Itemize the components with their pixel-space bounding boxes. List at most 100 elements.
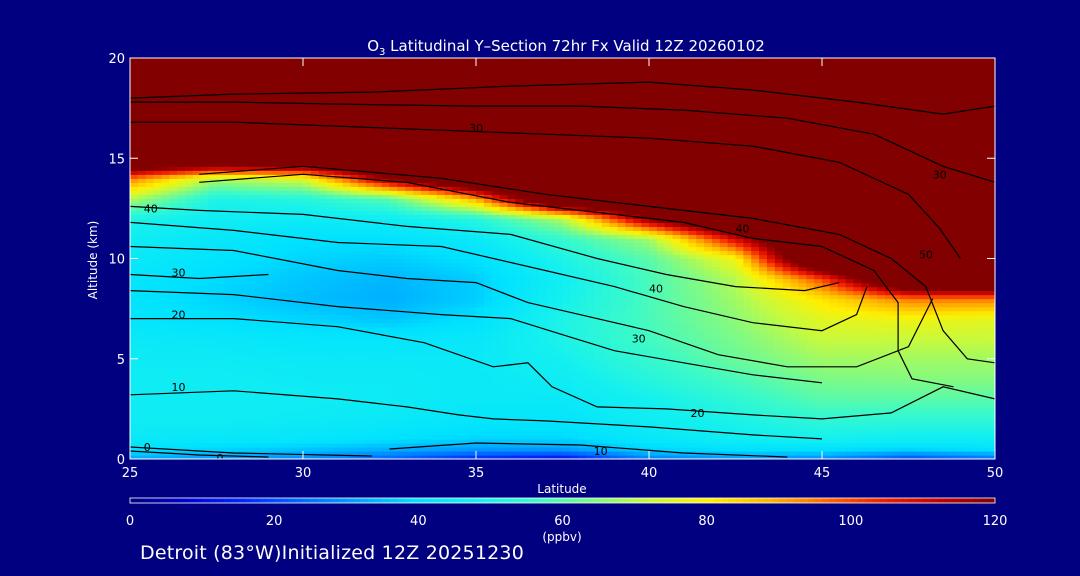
heatmap-cell	[240, 82, 249, 87]
heatmap-cell	[208, 122, 218, 127]
heatmap-cell	[334, 438, 343, 444]
heatmap-cell	[318, 282, 328, 288]
heatmap-cell	[295, 342, 304, 348]
heatmap-cell	[507, 266, 516, 272]
heatmap-cell	[476, 318, 485, 324]
heatmap-cell	[192, 182, 202, 187]
heatmap-cell	[397, 286, 406, 292]
heatmap-cell	[185, 382, 194, 388]
heatmap-cell	[499, 438, 509, 444]
heatmap-cell	[303, 266, 312, 272]
heatmap-cell	[130, 106, 139, 111]
heatmap-cell	[303, 70, 312, 75]
heatmap-cell	[405, 354, 414, 360]
heatmap-cell	[192, 146, 202, 151]
heatmap-cell	[255, 182, 265, 187]
heatmap-cell	[397, 298, 406, 304]
heatmap-cell	[452, 410, 461, 416]
heatmap-cell	[287, 446, 296, 452]
heatmap-cell	[177, 330, 186, 336]
heatmap-cell	[476, 370, 485, 376]
heatmap-cell	[161, 310, 170, 316]
heatmap-cell	[295, 246, 304, 252]
heatmap-cell	[405, 214, 414, 219]
heatmap-cell	[310, 186, 320, 191]
heatmap-cell	[342, 330, 351, 336]
heatmap-cell	[413, 278, 422, 284]
heatmap-cell	[224, 346, 233, 352]
heatmap-cell	[342, 86, 351, 91]
heatmap-cell	[185, 258, 194, 264]
heatmap-cell	[350, 206, 359, 211]
heatmap-cell	[255, 66, 265, 71]
heatmap-cell	[420, 70, 430, 75]
heatmap-cell	[240, 274, 249, 280]
heatmap-cell	[436, 234, 446, 240]
heatmap-cell	[177, 434, 186, 440]
heatmap-cell	[381, 370, 391, 376]
heatmap-cell	[247, 358, 257, 364]
heatmap-cell	[389, 450, 398, 456]
heatmap-cell	[232, 210, 241, 215]
heatmap-cell	[389, 330, 398, 336]
heatmap-cell	[483, 110, 493, 115]
heatmap-cell	[295, 366, 304, 372]
heatmap-cell	[224, 70, 233, 75]
heatmap-cell	[287, 238, 296, 244]
heatmap-cell	[397, 86, 406, 91]
heatmap-cell	[507, 66, 516, 71]
heatmap-cell	[153, 290, 163, 296]
heatmap-cell	[318, 386, 328, 392]
heatmap-cell	[491, 262, 501, 268]
heatmap-cell	[130, 274, 139, 280]
heatmap-cell	[476, 450, 485, 456]
heatmap-cell	[295, 174, 304, 179]
heatmap-cell	[130, 438, 139, 444]
heatmap-cell	[468, 58, 477, 63]
heatmap-cell	[208, 258, 218, 264]
heatmap-cell	[452, 370, 461, 376]
heatmap-cell	[208, 90, 218, 95]
heatmap-cell	[507, 402, 516, 408]
heatmap-cell	[334, 146, 343, 151]
heatmap-cell	[185, 146, 194, 151]
heatmap-cell	[310, 282, 320, 288]
heatmap-cell	[515, 186, 524, 191]
heatmap-cell	[255, 82, 265, 87]
heatmap-cell	[263, 170, 273, 175]
heatmap-cell	[287, 302, 296, 308]
heatmap-cell	[420, 166, 430, 171]
heatmap-cell	[169, 198, 178, 203]
heatmap-cell	[405, 366, 414, 372]
heatmap-cell	[310, 242, 320, 248]
heatmap-cell	[169, 322, 178, 328]
heatmap-cell	[515, 254, 524, 260]
heatmap-cell	[444, 134, 454, 139]
heatmap-cell	[295, 394, 304, 400]
heatmap-cell	[318, 74, 328, 79]
heatmap-cell	[153, 454, 163, 459]
heatmap-cell	[200, 442, 210, 448]
heatmap-cell	[444, 146, 454, 151]
heatmap-cell	[240, 130, 249, 135]
heatmap-cell	[460, 442, 469, 448]
heatmap-cell	[169, 346, 178, 352]
heatmap-cell	[208, 202, 218, 207]
heatmap-cell	[468, 66, 477, 71]
heatmap-cell	[420, 270, 430, 276]
heatmap-cell	[247, 190, 257, 195]
heatmap-cell	[491, 246, 501, 252]
heatmap-cell	[279, 194, 288, 199]
heatmap-cell	[468, 302, 477, 308]
heatmap-cell	[295, 118, 304, 123]
heatmap-cell	[153, 246, 163, 252]
heatmap-cell	[192, 310, 202, 316]
heatmap-cell	[224, 130, 233, 135]
heatmap-cell	[200, 182, 210, 187]
heatmap-cell	[444, 386, 454, 392]
heatmap-cell	[373, 358, 383, 364]
heatmap-cell	[287, 162, 296, 167]
heatmap-cell	[232, 258, 241, 264]
heatmap-cell	[420, 234, 430, 240]
heatmap-cell	[334, 190, 343, 195]
